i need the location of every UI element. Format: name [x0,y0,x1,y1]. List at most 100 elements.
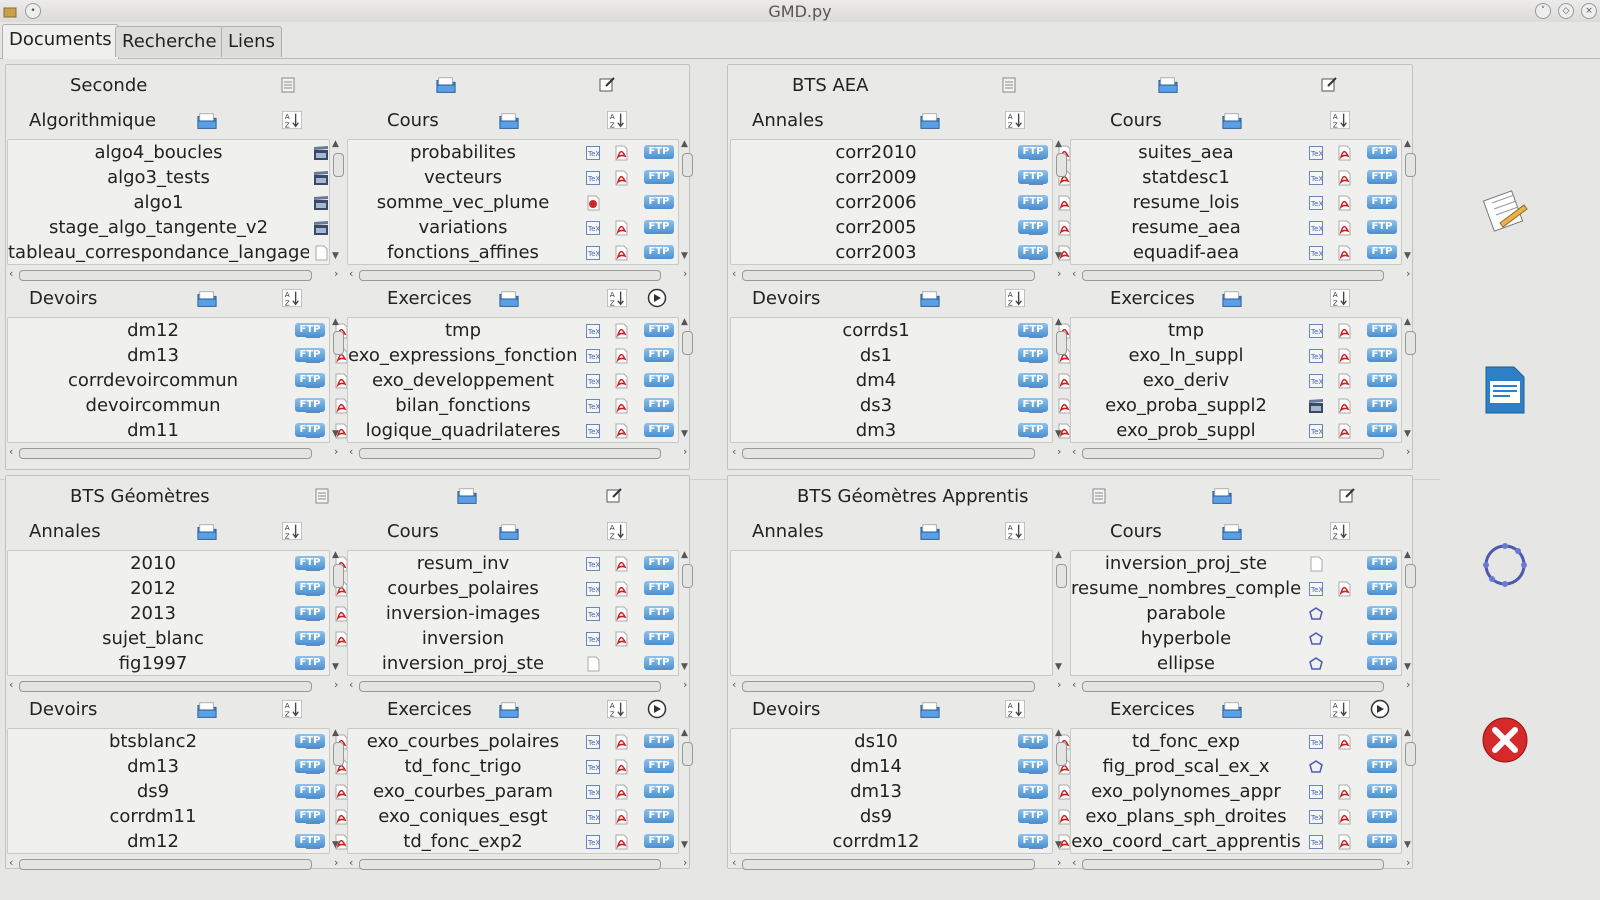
list-item[interactable]: corrds1TeXFTP [731,318,1071,343]
vertical-scrollbar[interactable]: ▲ ▼ [680,728,694,852]
ftp-button[interactable]: FTP [1367,656,1397,670]
scroll-thumb[interactable] [682,564,693,588]
scroll-thumb[interactable] [682,331,693,355]
scroll-left-icon[interactable]: ‹ [349,856,354,869]
doc-file-icon[interactable] [311,244,331,262]
h-scroll-thumb[interactable] [359,448,661,459]
list-item[interactable]: 2012TeXFTP [8,576,348,601]
scroll-right-icon[interactable]: › [1406,856,1411,869]
list-item[interactable]: dm13TeXFTP [8,343,348,368]
ftp-button[interactable]: FTP [644,631,674,645]
list-item[interactable]: dm12TeXFTP [8,318,348,343]
scroll-up-icon[interactable]: ▲ [332,139,339,149]
list-item[interactable]: algo1 [8,190,329,215]
horizontal-scrollbar[interactable]: ‹ › [7,856,346,871]
vertical-scrollbar[interactable]: ▲ ▼ [1403,728,1417,852]
pdf-file-icon[interactable] [611,733,631,751]
pdf-file-icon[interactable] [331,630,351,648]
tex-file-icon[interactable]: TeX [583,144,603,162]
list-item[interactable]: ds3TeXFTP [731,393,1071,418]
ftp-button[interactable]: FTP [295,631,325,645]
pdf-file-icon[interactable] [1334,194,1354,212]
file-list[interactable]: probabilites TeX FTP vecteurs TeX FTP somme_ve… [347,139,679,265]
tex-file-icon[interactable]: TeX [583,322,603,340]
horizontal-scrollbar[interactable]: ‹ › [347,856,695,871]
scroll-up-icon[interactable]: ▲ [1055,139,1062,149]
scroll-left-icon[interactable]: ‹ [1072,678,1077,691]
ftp-button[interactable]: FTP [295,834,325,848]
ftp-button[interactable]: FTP [644,398,674,412]
ftp-button[interactable]: FTP [644,581,674,595]
file-list[interactable]: exo_courbes_polaires TeX FTP td_fonc_trigo T… [347,728,679,854]
scroll-thumb[interactable] [1405,331,1416,355]
scroll-down-icon[interactable]: ▼ [681,840,688,850]
pdf-file-icon[interactable] [611,605,631,623]
vertical-scrollbar[interactable]: ▲ ▼ [331,139,345,263]
pdf-file-icon[interactable] [1334,397,1354,415]
scroll-thumb[interactable] [682,153,693,177]
scroll-thumb[interactable] [333,331,344,355]
horizontal-scrollbar[interactable]: ‹ › [7,445,346,460]
list-item[interactable]: suites_aea TeX FTP [1071,140,1401,165]
list-item[interactable]: tmp TeX FTP [1071,318,1401,343]
list-item[interactable]: exo_ln_suppl TeX FTP [1071,343,1401,368]
list-item[interactable]: fig1997 FTP [8,651,329,676]
scroll-down-icon[interactable]: ▼ [1404,840,1411,850]
vertical-scrollbar[interactable]: ▲ ▼ [1054,317,1068,441]
vertical-scrollbar[interactable]: ▲ ▼ [680,139,694,263]
ftp-button[interactable]: FTP [295,606,325,620]
ftp-button[interactable]: FTP [1367,606,1397,620]
ftp-button[interactable]: FTP [295,398,325,412]
vertical-scrollbar[interactable]: ▲ ▼ [1403,317,1417,441]
tex-file-icon[interactable]: TeX [1306,372,1326,390]
list-item[interactable]: algo3_tests [8,165,329,190]
ftp-button[interactable]: FTP [1367,759,1397,773]
scroll-up-icon[interactable]: ▲ [332,728,339,738]
vertical-scrollbar[interactable]: ▲ ▼ [1054,139,1068,263]
ftp-button[interactable]: FTP [1018,245,1048,259]
horizontal-scrollbar[interactable]: ‹ › [1070,856,1418,871]
ftp-button[interactable]: FTP [1367,195,1397,209]
list-item[interactable]: 2013TeXFTP [8,601,348,626]
tex-file-icon[interactable]: TeX [1306,169,1326,187]
ftp-button[interactable]: FTP [295,348,325,362]
ftp-button[interactable]: FTP [1018,423,1048,437]
list-item[interactable]: exo_courbes_param TeX FTP [348,779,678,804]
pdf-file-icon[interactable] [611,555,631,573]
list-item[interactable]: corrdm11TeXFTP [8,804,348,829]
pdf-file-icon[interactable] [1334,808,1354,826]
tex-file-icon[interactable]: TeX [1306,322,1326,340]
scroll-left-icon[interactable]: ‹ [349,267,354,280]
writer-document-icon[interactable] [1480,365,1530,415]
pdf-file-icon[interactable] [1334,422,1354,440]
ftp-button[interactable]: FTP [1367,423,1397,437]
tex-file-icon[interactable]: TeX [583,783,603,801]
section-folder-icon[interactable] [920,523,940,541]
list-icon[interactable] [1089,487,1109,505]
list-item[interactable]: somme_vec_plume FTP [348,190,678,215]
ftp-button[interactable]: FTP [1367,809,1397,823]
list-item[interactable]: resume_nombres_complexes TeX FTP [1071,576,1401,601]
file-list[interactable]: ds10TeXFTPdm14TeXFTPdm13TeXFTPds9TeXFTPc… [730,728,1071,854]
section-folder-icon[interactable] [499,701,519,719]
list-item[interactable]: exo_expressions_fonctions TeX FTP [348,343,678,368]
h-scroll-thumb[interactable] [359,270,661,281]
scroll-right-icon[interactable]: › [1406,267,1411,280]
ftp-button[interactable]: FTP [1018,170,1048,184]
close-window-button[interactable]: × [1581,3,1597,19]
section-folder-icon[interactable] [1222,701,1242,719]
tex-file-icon[interactable]: TeX [583,733,603,751]
ftp-button[interactable]: FTP [1367,170,1397,184]
vertical-scrollbar[interactable]: ▲ ▼ [331,728,345,852]
list-item[interactable]: td_fonc_exp2 TeX FTP [348,829,678,854]
list-item[interactable]: ds10TeXFTP [731,729,1071,754]
file-list[interactable]: tmp TeX FTP exo_ln_suppl TeX FTP exo_deriv TeX F… [1070,317,1402,443]
scroll-right-icon[interactable]: › [1057,856,1062,869]
section-folder-icon[interactable] [197,701,217,719]
